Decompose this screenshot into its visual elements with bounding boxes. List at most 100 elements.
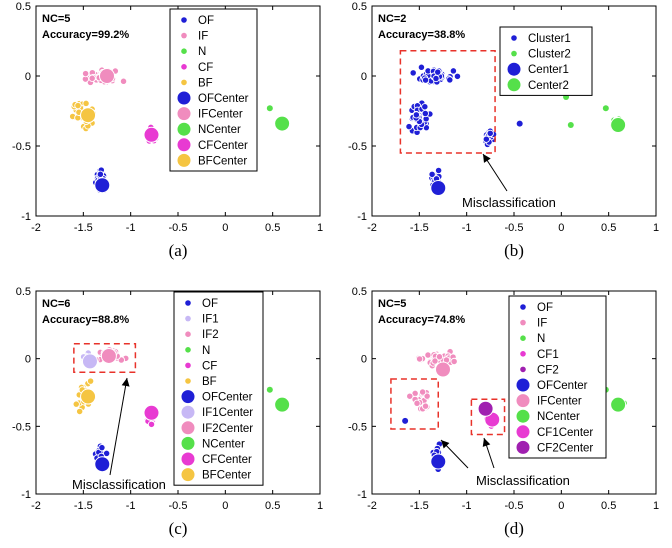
legend-label: IF1 xyxy=(202,314,219,326)
legend-marker xyxy=(520,304,526,310)
y-tick-label: -1 xyxy=(357,211,367,223)
legend-marker xyxy=(177,138,191,152)
legend-marker xyxy=(181,436,195,450)
nc-label: NC=6 xyxy=(42,298,70,310)
legend-box xyxy=(173,291,264,486)
legend-label: CF1Center xyxy=(537,427,593,439)
data-point xyxy=(147,420,156,428)
data-point xyxy=(406,392,414,400)
x-tick-label: 0.5 xyxy=(265,222,280,234)
legend-label: Cluster2 xyxy=(528,49,571,61)
x-tick-label: -1.5 xyxy=(410,222,429,234)
data-point xyxy=(86,377,95,385)
cluster-center xyxy=(143,404,160,421)
data-point xyxy=(421,109,429,118)
y-tick-label: 0.5 xyxy=(16,286,31,298)
legend-marker xyxy=(520,351,526,357)
legend-marker xyxy=(511,35,517,41)
legend-label: CFCenter xyxy=(198,140,248,152)
cluster-center xyxy=(94,456,111,473)
misclassification-box xyxy=(470,398,506,436)
cluster-center xyxy=(610,396,627,413)
legend-marker xyxy=(507,78,521,92)
legend-label: BFCenter xyxy=(202,470,251,482)
x-tick-label: -1 xyxy=(462,500,472,512)
data-point xyxy=(415,355,424,363)
accuracy-label: Accuracy=99.2% xyxy=(42,29,129,41)
y-tick-label: 0.5 xyxy=(16,1,31,13)
legend-marker xyxy=(185,347,191,353)
x-tick-label: 0.5 xyxy=(265,500,280,512)
outlier-point xyxy=(516,120,523,127)
legend-label: NCenter xyxy=(198,124,241,136)
legend-marker xyxy=(185,300,191,306)
y-tick-label: -1 xyxy=(21,489,31,501)
legend-marker xyxy=(516,425,530,439)
legend-label: NCenter xyxy=(202,438,245,450)
legend-label: OFCenter xyxy=(202,392,253,404)
legend-label: OFCenter xyxy=(198,93,249,105)
data-point xyxy=(482,135,491,143)
y-tick-label: 0 xyxy=(361,354,367,366)
y-tick-label: -0.5 xyxy=(348,141,367,153)
data-point xyxy=(446,76,454,84)
legend-label: CFCenter xyxy=(202,454,252,466)
data-point xyxy=(82,99,90,108)
x-tick-label: -2 xyxy=(31,500,41,512)
x-tick-label: 0.5 xyxy=(601,222,616,234)
data-point xyxy=(450,357,458,366)
data-point xyxy=(98,443,106,452)
nc-label: NC=5 xyxy=(378,298,406,310)
legend-label: CF1 xyxy=(537,349,559,361)
arrow-head xyxy=(483,154,491,163)
y-tick-label: -0.5 xyxy=(12,421,31,433)
x-tick-label: -2 xyxy=(31,222,41,234)
legend-label: OF xyxy=(198,15,214,27)
panel-caption: (a) xyxy=(169,241,188,260)
cluster-center xyxy=(274,396,291,413)
legend-marker xyxy=(181,421,195,435)
y-tick-label: 0 xyxy=(361,71,367,83)
x-tick-label: -1 xyxy=(126,222,136,234)
legend-marker xyxy=(516,394,530,408)
legend-label: CF xyxy=(198,62,213,74)
cluster-center xyxy=(80,388,97,405)
x-tick-label: 1 xyxy=(317,222,323,234)
cluster-center xyxy=(477,400,494,417)
legend-marker xyxy=(181,405,195,419)
misclassification-label: Misclassification xyxy=(476,473,570,488)
x-tick-label: 1 xyxy=(653,500,659,512)
legend-marker xyxy=(507,62,521,76)
x-tick-label: -1.5 xyxy=(410,500,429,512)
data-point xyxy=(88,74,96,82)
legend-marker xyxy=(181,32,187,39)
cluster-center xyxy=(274,115,291,132)
accuracy-label: Accuracy=88.8% xyxy=(42,314,129,326)
y-tick-label: -0.5 xyxy=(348,421,367,433)
legend: Cluster1 Cluster2 Center1 Center2 xyxy=(499,26,593,96)
misclassification-label: Misclassification xyxy=(72,477,166,492)
cluster-center xyxy=(610,117,627,133)
cluster-center xyxy=(94,177,111,194)
legend-label: BF xyxy=(202,376,217,388)
legend-label: IF xyxy=(198,31,208,43)
data-point xyxy=(432,74,440,83)
legend-label: IF2 xyxy=(202,329,219,341)
legend-marker xyxy=(181,48,187,54)
legend-label: N xyxy=(537,333,545,345)
y-tick-label: -0.5 xyxy=(12,141,31,153)
cluster-center xyxy=(143,126,160,143)
legend: OF IF N CF1 CF2 OFCenter IFCenter NCenter CF1Cen… xyxy=(508,295,607,459)
data-point xyxy=(417,63,426,71)
outlier-point xyxy=(266,105,273,112)
misclassification-box xyxy=(390,378,440,430)
legend-marker xyxy=(185,378,191,384)
misclassification-box xyxy=(73,343,137,373)
legend-marker xyxy=(177,107,191,121)
data-point xyxy=(435,353,444,361)
x-tick-label: -1.5 xyxy=(74,222,93,234)
data-point xyxy=(81,69,90,78)
legend-label: IF xyxy=(537,318,547,330)
x-tick-label: 0 xyxy=(222,500,228,512)
legend-label: IF1Center xyxy=(202,407,253,419)
